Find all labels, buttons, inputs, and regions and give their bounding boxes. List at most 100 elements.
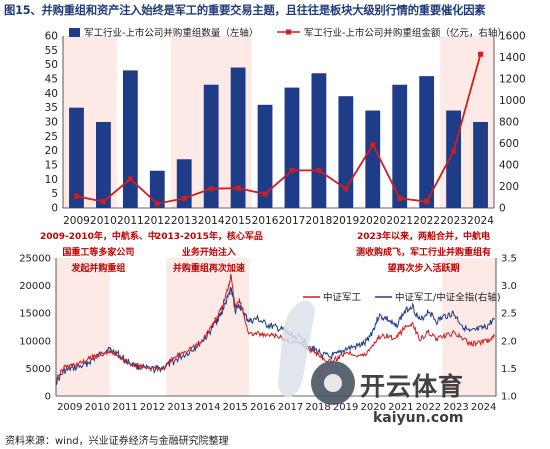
left-tick-label: 35 xyxy=(45,102,58,114)
x-tick-label: 2020 xyxy=(359,215,386,227)
left-tick-label: 20 xyxy=(45,145,58,157)
left-tick-label: 15000 xyxy=(19,309,51,320)
right-tick-label: 1.5 xyxy=(501,364,517,375)
x-tick-label: 2023 xyxy=(443,402,468,413)
left-tick-label: 45 xyxy=(45,74,58,86)
left-tick-label: 0 xyxy=(45,392,51,403)
watermark-url: kaiyun.com xyxy=(373,410,464,426)
left-tick-label: 0 xyxy=(51,203,58,215)
x-tick-label: 2022 xyxy=(413,215,440,227)
amount-point xyxy=(73,193,79,199)
highlight-band xyxy=(56,258,110,396)
right-tick-label: 800 xyxy=(499,117,519,129)
bar xyxy=(176,159,192,208)
bar xyxy=(149,170,165,208)
highlight-band xyxy=(166,258,250,396)
bar xyxy=(69,107,84,208)
right-tick-label: 3.0 xyxy=(501,281,517,292)
right-tick-label: 3.5 xyxy=(501,254,517,265)
x-tick-label: 2010 xyxy=(90,215,117,227)
left-tick-label: 20000 xyxy=(19,281,51,292)
x-tick-label: 2018 xyxy=(306,215,333,227)
bar xyxy=(311,73,327,209)
x-tick-label: 2020 xyxy=(361,402,386,413)
legend-bar-swatch xyxy=(69,28,80,37)
x-tick-label: 2019 xyxy=(332,215,359,227)
x-tick-label: 2016 xyxy=(250,402,275,413)
left-tick-label: 40 xyxy=(45,88,58,100)
source-note: 资料来源：wind，兴业证券经济与金融研究院整理 xyxy=(5,436,229,447)
bar xyxy=(203,84,219,208)
amount-point xyxy=(262,191,268,197)
x-tick-label: 2023 xyxy=(440,215,467,227)
x-tick-label: 2015 xyxy=(223,402,248,413)
x-tick-label: 2017 xyxy=(279,215,306,227)
left-tick-label: 10 xyxy=(45,174,58,186)
ratio-line xyxy=(55,287,495,386)
right-tick-label: 1.0 xyxy=(501,392,517,403)
bar xyxy=(284,87,300,208)
left-tick-label: 5000 xyxy=(26,364,51,375)
amount-point xyxy=(478,51,484,57)
amount-point xyxy=(370,142,376,148)
bar xyxy=(473,122,488,208)
annotation-2013: 2013-2015年，核心军品 业务开始注入 并购重组再次加速 xyxy=(155,232,263,274)
legend-line-label: 军工行业-上市公司并购重组金额（亿元，右轴） xyxy=(304,27,507,39)
x-tick-label: 2013 xyxy=(171,215,198,227)
left-tick-label: 55 xyxy=(45,45,58,57)
bar xyxy=(95,122,111,208)
amount-point xyxy=(127,176,133,182)
right-tick-label: 0 xyxy=(499,203,506,215)
amount-point xyxy=(100,199,106,205)
left-tick-label: 30 xyxy=(45,117,58,129)
right-tick-label: 200 xyxy=(499,181,519,193)
right-tick-label: 1200 xyxy=(499,74,526,86)
right-tick-label: 1000 xyxy=(499,95,526,107)
x-tick-label: 2012 xyxy=(140,402,165,413)
left-tick-label: 60 xyxy=(45,31,58,43)
x-tick-label: 2015 xyxy=(225,215,252,227)
x-tick-label: 2009 xyxy=(63,215,90,227)
amount-point xyxy=(397,195,403,201)
annotation-2009: 2009-2010年，中航系、中 国重工等多家公司 发起并购重组 xyxy=(40,232,157,274)
x-tick-label: 2021 xyxy=(388,402,413,413)
left-tick-label: 10000 xyxy=(19,336,51,347)
bar xyxy=(338,96,354,208)
bar xyxy=(365,110,381,208)
x-tick-label: 2019 xyxy=(333,402,358,413)
left-tick-label: 15 xyxy=(45,160,58,172)
x-tick-label: 2013 xyxy=(167,402,192,413)
legend-ratio-label: 中证军工/中证全指(右轴) xyxy=(395,292,501,304)
left-tick-label: 25000 xyxy=(19,254,51,265)
right-tick-label: 1600 xyxy=(499,31,526,43)
x-tick-label: 2024 xyxy=(471,402,496,413)
left-tick-label: 25 xyxy=(45,131,58,143)
left-tick-label: 5 xyxy=(51,188,58,200)
x-tick-label: 2014 xyxy=(195,402,220,413)
right-tick-label: 2.5 xyxy=(501,309,517,320)
right-tick-label: 2.0 xyxy=(501,336,517,347)
right-tick-label: 600 xyxy=(499,138,519,150)
bar xyxy=(419,76,435,208)
bar xyxy=(392,84,408,208)
right-tick-label: 1400 xyxy=(499,52,526,64)
legend-index-label: 中证军工 xyxy=(323,292,362,304)
legend-bar-label: 军工行业-上市公司并购重组数量（左轴） xyxy=(84,27,258,39)
amount-point xyxy=(316,167,322,173)
x-tick-label: 2010 xyxy=(85,402,110,413)
watermark-text: 开云体育 xyxy=(360,372,465,401)
annotation-2023: 2023年以来，两船合并，中航电 测收购成飞，军工行业并购重组有 望再次步入活跃… xyxy=(356,232,492,274)
amount-point xyxy=(289,167,295,173)
x-tick-label: 2012 xyxy=(144,215,171,227)
x-tick-label: 2017 xyxy=(278,402,303,413)
x-tick-label: 2009 xyxy=(57,402,82,413)
bar xyxy=(257,104,273,208)
amount-line xyxy=(76,54,482,205)
amount-point xyxy=(451,148,457,154)
x-tick-label: 2016 xyxy=(252,215,279,227)
amount-point xyxy=(235,185,241,191)
amount-point xyxy=(181,195,187,201)
x-tick-label: 2022 xyxy=(416,402,441,413)
amount-point xyxy=(343,186,349,192)
